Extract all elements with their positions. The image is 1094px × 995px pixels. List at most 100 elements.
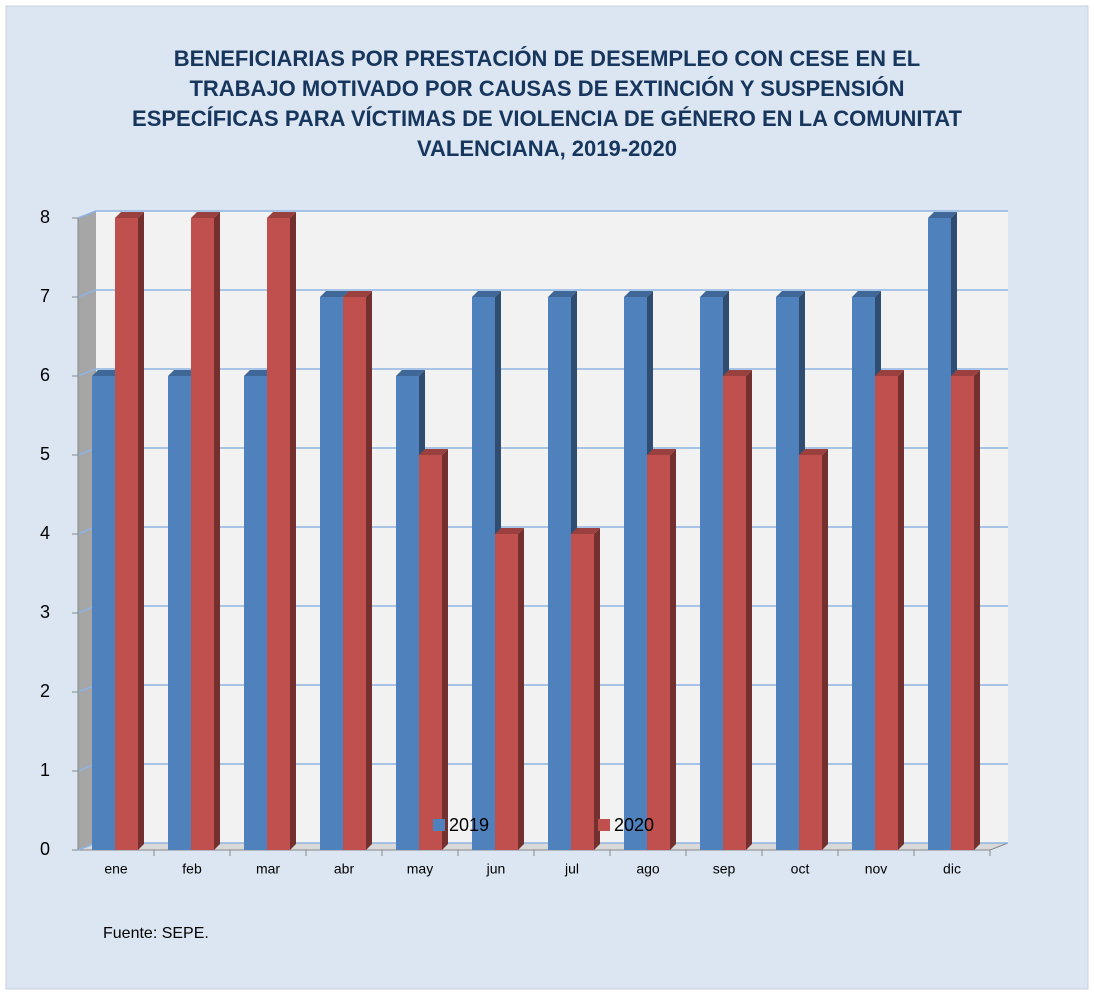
bar-front <box>799 455 822 850</box>
y-tick-label: 7 <box>40 286 50 306</box>
y-tick-label: 2 <box>40 681 50 701</box>
bar-top <box>495 528 524 534</box>
bar-side <box>594 528 600 850</box>
legend-label: 2020 <box>614 815 654 835</box>
y-tick-label: 4 <box>40 523 50 543</box>
bar-top <box>168 370 197 376</box>
bar-top <box>799 449 828 455</box>
x-tick-label: nov <box>865 861 888 877</box>
x-tick-label: jun <box>486 861 506 877</box>
bar-front <box>495 534 518 850</box>
bar-top <box>951 370 980 376</box>
bar-top <box>875 370 904 376</box>
bar-side <box>214 212 220 850</box>
bar-top <box>723 370 752 376</box>
bar-front <box>168 376 191 850</box>
legend-swatch <box>433 819 445 831</box>
bar-front <box>472 297 495 850</box>
y-tick-label: 8 <box>40 207 50 227</box>
y-tick-label: 3 <box>40 602 50 622</box>
bar-front <box>548 297 571 850</box>
bar <box>951 370 980 850</box>
x-tick-label: oct <box>791 861 810 877</box>
bar-side <box>974 370 980 850</box>
legend-swatch <box>598 819 610 831</box>
bar-side <box>366 291 372 850</box>
bar-side <box>670 449 676 850</box>
bar-top <box>571 528 600 534</box>
y-tick-label: 5 <box>40 444 50 464</box>
grid-line-side <box>77 368 97 377</box>
x-tick-label: abr <box>334 861 355 877</box>
bar <box>495 528 524 850</box>
bar-top <box>244 370 273 376</box>
bar-front <box>267 218 290 850</box>
bar-top <box>700 291 729 297</box>
bar-front <box>723 376 746 850</box>
bar-top <box>191 212 220 218</box>
bar <box>647 449 676 850</box>
bar-side <box>746 370 752 850</box>
bar-front <box>951 376 974 850</box>
bar-front <box>928 218 951 850</box>
x-tick-label: feb <box>182 861 202 877</box>
bar <box>419 449 448 850</box>
x-tick-label: jul <box>564 861 579 877</box>
bar-top <box>472 291 501 297</box>
bar-front <box>852 297 875 850</box>
bar <box>875 370 904 850</box>
bar-front <box>320 297 343 850</box>
bar-side <box>518 528 524 850</box>
bar-front <box>343 297 366 850</box>
source: Fuente: SEPE. <box>103 925 209 942</box>
bar-top <box>267 212 296 218</box>
bar-top <box>647 449 676 455</box>
x-tick-label: ene <box>104 861 128 877</box>
bar-front <box>700 297 723 850</box>
bar-side <box>898 370 904 850</box>
bar-front <box>115 218 138 850</box>
bar-top <box>419 449 448 455</box>
bar-side <box>442 449 448 850</box>
bar-front <box>419 455 442 850</box>
x-tick-label: may <box>407 861 433 877</box>
bar-front <box>396 376 419 850</box>
y-tick-label: 6 <box>40 365 50 385</box>
bar-side <box>822 449 828 850</box>
bar-front <box>191 218 214 850</box>
bar-side <box>290 212 296 850</box>
bar-front <box>875 376 898 850</box>
bar-top <box>343 291 372 297</box>
x-tick-label: dic <box>943 861 961 877</box>
bar-top <box>92 370 121 376</box>
bar-top <box>776 291 805 297</box>
bar-top <box>115 212 144 218</box>
grid-line-side <box>77 289 97 298</box>
bar-front <box>776 297 799 850</box>
bar <box>723 370 752 850</box>
chart-title: BENEFICIARIAS POR PRESTACIÓN DE DESEMPLE… <box>132 46 962 161</box>
legend-label: 2019 <box>449 815 489 835</box>
bar-top <box>320 291 349 297</box>
bar <box>343 291 372 850</box>
bar-front <box>647 455 670 850</box>
bar <box>799 449 828 850</box>
bar-top <box>624 291 653 297</box>
bar <box>191 212 220 850</box>
grid-line-side <box>77 210 97 219</box>
x-tick-label: sep <box>713 861 736 877</box>
bar-front <box>244 376 267 850</box>
bar-front <box>624 297 647 850</box>
bar <box>267 212 296 850</box>
x-tick-label: ago <box>636 861 660 877</box>
y-tick-label: 0 <box>40 839 50 859</box>
bar-top <box>548 291 577 297</box>
y-tick-label: 1 <box>40 760 50 780</box>
bar-side <box>138 212 144 850</box>
bar-top <box>928 212 957 218</box>
bar <box>571 528 600 850</box>
bar-top <box>396 370 425 376</box>
bar-front <box>92 376 115 850</box>
